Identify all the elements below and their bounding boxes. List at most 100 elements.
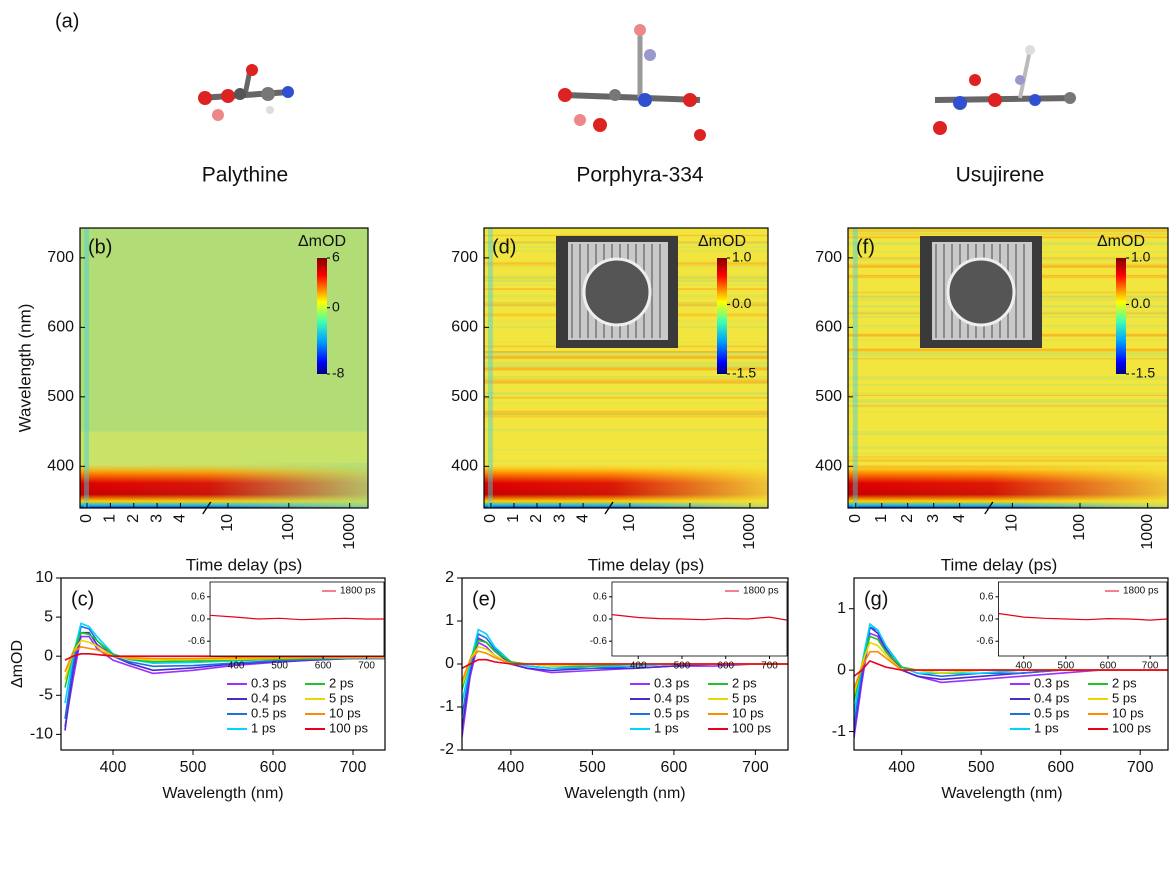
y-tick-label: -1 (440, 698, 454, 715)
x-axis-label: Time delay (ps) (588, 555, 705, 574)
x-tick-label: 100 (681, 514, 698, 541)
inset-y-tick-label: 0.6 (980, 591, 994, 602)
heatmap-stripe (848, 352, 1168, 355)
heatmap-stripe (848, 430, 1168, 433)
colorbar-label: ΔmOD (298, 233, 346, 250)
molecule-usujirene (933, 45, 1076, 135)
y-tick-label: 700 (47, 249, 74, 266)
y-tick-label: 0 (837, 661, 846, 678)
time-zero (84, 228, 90, 508)
heatmap-stripe (484, 355, 768, 358)
colorbar-tick-label: 0.0 (1131, 295, 1151, 311)
heatmap-stripe (484, 361, 768, 364)
colorbar (717, 258, 727, 374)
panel-title: (d) (492, 236, 516, 258)
inset-y-tick-label: -0.6 (188, 636, 206, 647)
x-tick-label: 500 (180, 759, 207, 776)
legend-label: 2 ps (732, 675, 757, 690)
heatmap-glow (80, 431, 368, 467)
colorbar (317, 258, 327, 374)
inset-x-tick-label: 500 (1058, 661, 1075, 672)
colorbar-tick-label: -8 (332, 365, 345, 381)
colorbar-tick-label: 0.0 (732, 295, 752, 311)
x-tick-label: 0 (78, 514, 95, 523)
colorbar-tick-label: 1.0 (732, 249, 752, 265)
heatmap-stripe (848, 400, 1168, 403)
heatmap-stripe (848, 405, 1168, 408)
legend-label: 2 ps (1112, 675, 1137, 690)
inset-x-tick-label: 400 (228, 661, 245, 672)
x-tick-label: 100 (1071, 514, 1088, 541)
inset-legend-label: 1800 ps (1123, 586, 1159, 597)
heatmap-stripe (848, 446, 1168, 449)
y-tick-label: 0 (44, 647, 53, 664)
heatmap-stripe (484, 412, 768, 414)
inset-legend-label: 1800 ps (340, 586, 376, 597)
x-tick-label: 700 (340, 759, 367, 776)
x-tick-label: 2 (528, 514, 545, 523)
frame (847, 227, 1169, 509)
x-tick-label: 400 (100, 759, 127, 776)
heatmap-stripe (848, 349, 1168, 352)
y-tick-label: 400 (815, 458, 842, 475)
x-tick-label: 400 (888, 759, 915, 776)
colorbar-tick-label: 6 (332, 249, 340, 265)
heatmap-stripe (848, 357, 1168, 359)
heatmap-stripe (484, 392, 768, 394)
heatmap-stripe (484, 366, 768, 368)
heatmap-stripe (848, 233, 1168, 236)
molecule-name: Porphyra-334 (576, 164, 704, 187)
heatmap-stripe (848, 231, 1168, 234)
legend-label: 1 ps (251, 720, 276, 735)
x-axis-label: Wavelength (nm) (162, 785, 283, 802)
x-tick-label: 4 (951, 514, 968, 523)
inset-x-tick-label: 700 (358, 661, 375, 672)
legend-label: 0.5 ps (654, 705, 690, 720)
x-tick-label: 400 (498, 759, 525, 776)
x-tick-label: 500 (968, 759, 995, 776)
x-tick-label: 2 (125, 514, 142, 523)
y-tick-label: 2 (445, 569, 454, 586)
legend-label: 0.4 ps (654, 690, 690, 705)
x-tick-label: 500 (579, 759, 606, 776)
frame (853, 577, 1169, 751)
heatmap-stripe (484, 375, 768, 378)
heatmap-stripe (484, 396, 768, 399)
heatmap-stripe (848, 404, 1168, 407)
x-tick-label: 2 (899, 514, 916, 523)
legend-label: 100 ps (1112, 720, 1152, 735)
legend-label: 1 ps (1034, 720, 1059, 735)
y-tick-label: 400 (47, 458, 74, 475)
panel-label: (a) (55, 10, 79, 32)
axis-break (202, 501, 212, 515)
x-axis-label: Wavelength (nm) (564, 785, 685, 802)
colorbar-tick-label: 1.0 (1131, 249, 1151, 265)
legend-label: 0.3 ps (1034, 675, 1070, 690)
heatmap-stripe (484, 449, 768, 451)
inset-y-tick-label: -0.6 (590, 636, 608, 647)
panel-title: (c) (71, 588, 94, 610)
inset-x-tick-label: 500 (674, 661, 691, 672)
inset-y-tick-label: 0.6 (191, 591, 205, 602)
y-tick-label: -1 (832, 723, 846, 740)
x-tick-label: 4 (574, 514, 591, 523)
heatmap-stripe (484, 383, 768, 385)
inset-x-tick-label: 700 (1142, 661, 1159, 672)
heatmap-stripe (484, 368, 768, 371)
heatmap-stripe (848, 459, 1168, 462)
heatmap-stripe (484, 402, 768, 404)
heatmap-stripe (848, 411, 1168, 413)
y-tick-label: 600 (815, 319, 842, 336)
plot (854, 622, 1168, 738)
inset-x-tick-label: 600 (717, 661, 734, 672)
y-tick-label: 500 (815, 388, 842, 405)
inset-y-tick-label: 0.0 (980, 614, 994, 625)
legend-label: 100 ps (329, 720, 369, 735)
inset-x-tick-label: 600 (1100, 661, 1117, 672)
heatmap-stripe (484, 460, 768, 462)
legend-label: 0.4 ps (1034, 690, 1070, 705)
x-tick-label: 1000 (741, 514, 758, 550)
x-axis-label: Time delay (ps) (941, 555, 1058, 574)
x-tick-label: 100 (280, 514, 297, 541)
